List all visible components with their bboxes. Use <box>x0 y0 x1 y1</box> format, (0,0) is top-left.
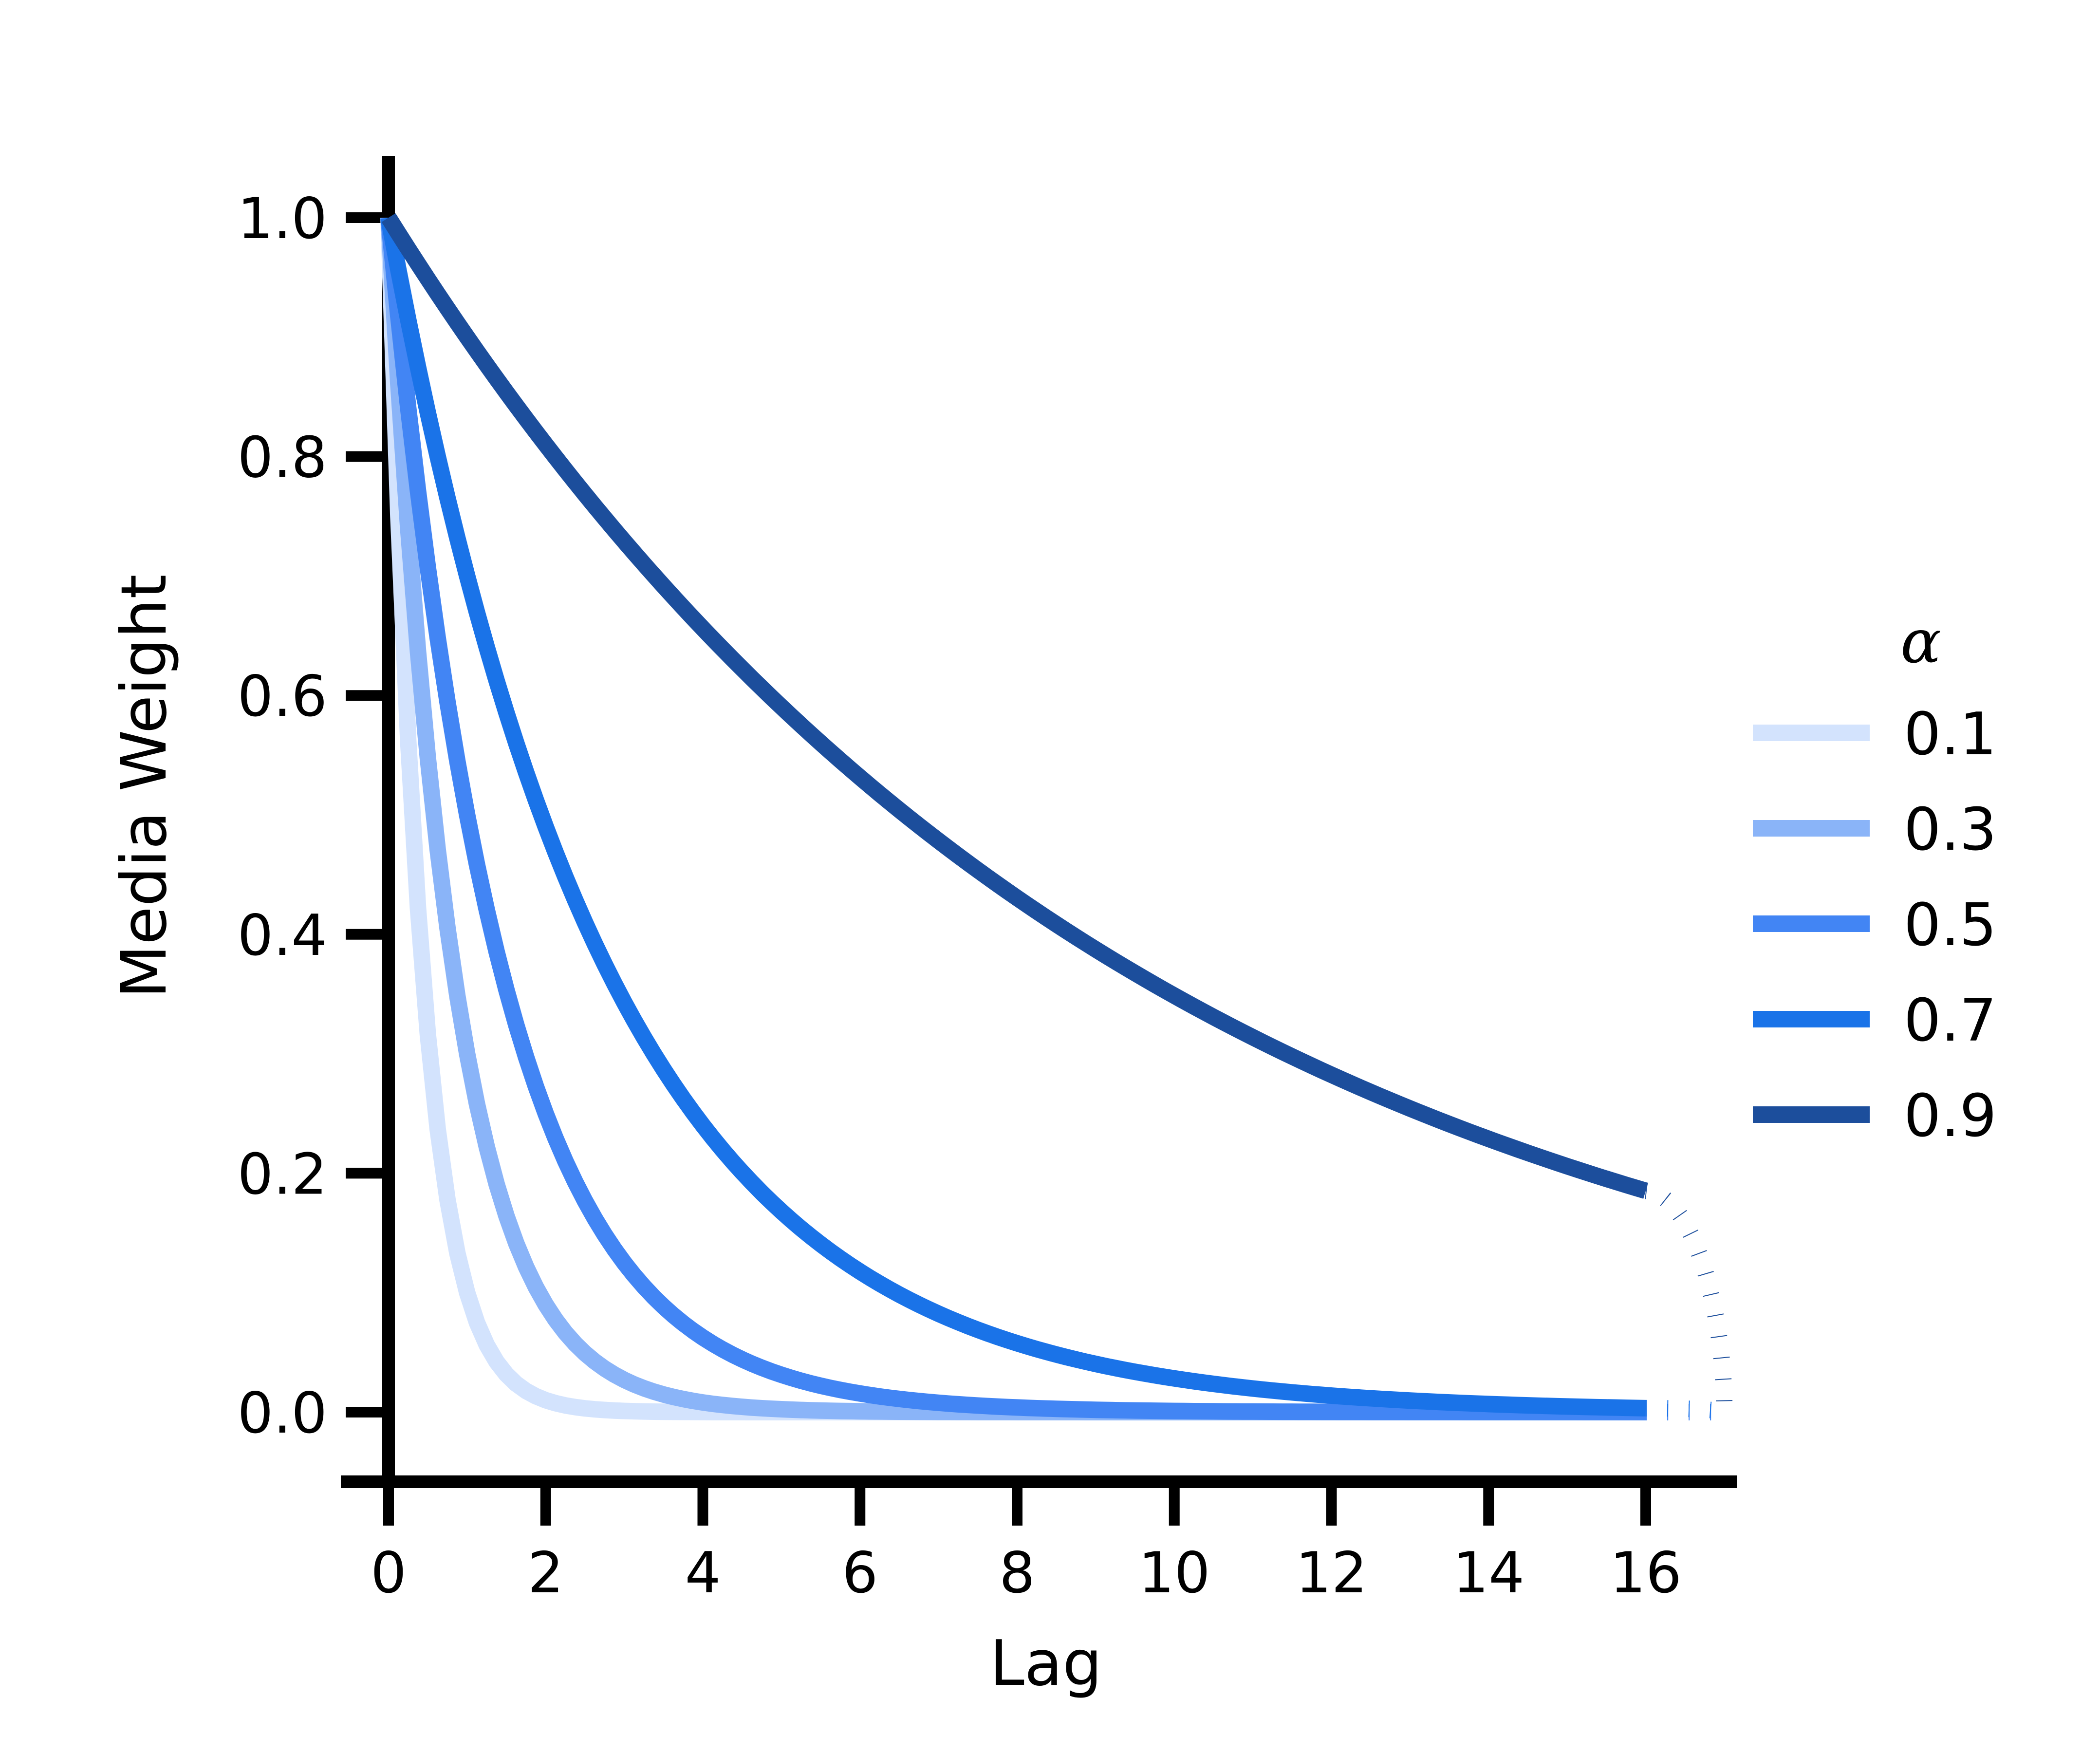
x-tick-label: 0 <box>371 1540 407 1606</box>
y-tick-label: 0.6 <box>238 664 327 729</box>
legend-label-0-9: 0.9 <box>1904 1082 1997 1150</box>
series-line-0-7 <box>380 216 1646 1417</box>
x-tick-label: 12 <box>1296 1540 1368 1606</box>
legend: α 0.1 0.3 0.5 0.7 0.9 <box>1753 607 1997 1150</box>
legend-label-0-5: 0.5 <box>1904 892 1997 959</box>
legend-label-0-1: 0.1 <box>1904 701 1997 768</box>
x-tick-label: 10 <box>1138 1540 1210 1606</box>
x-tick-label: 8 <box>999 1540 1035 1606</box>
x-axis-ticks: 0 2 4 6 8 10 12 14 16 <box>371 1482 1682 1606</box>
x-tick-label: 16 <box>1610 1540 1682 1606</box>
x-axis-title: Lag <box>990 1627 1102 1700</box>
y-tick-label: 0.2 <box>238 1141 327 1207</box>
legend-label-0-3: 0.3 <box>1904 796 1997 864</box>
x-tick-label: 4 <box>685 1540 721 1606</box>
y-axis-ticks: 0.0 0.2 0.4 0.6 0.8 1.0 <box>238 186 389 1446</box>
legend-entries: 0.1 0.3 0.5 0.7 0.9 <box>1753 701 1997 1150</box>
x-tick-label: 6 <box>842 1540 878 1606</box>
y-tick-label: 0.0 <box>238 1380 327 1446</box>
legend-title: α <box>1900 607 1941 677</box>
series-line-0-9 <box>381 213 1648 1199</box>
y-tick-label: 1.0 <box>238 186 327 252</box>
y-tick-label: 0.8 <box>238 425 327 491</box>
y-tick-label: 0.4 <box>238 903 327 969</box>
y-axis-title: Media Weight <box>108 574 181 998</box>
series-line-0-5 <box>380 217 1646 1420</box>
x-tick-label: 14 <box>1452 1540 1524 1606</box>
legend-label-0-7: 0.7 <box>1904 987 1997 1055</box>
x-tick-label: 2 <box>528 1540 564 1606</box>
data-series-group <box>380 213 1733 1421</box>
